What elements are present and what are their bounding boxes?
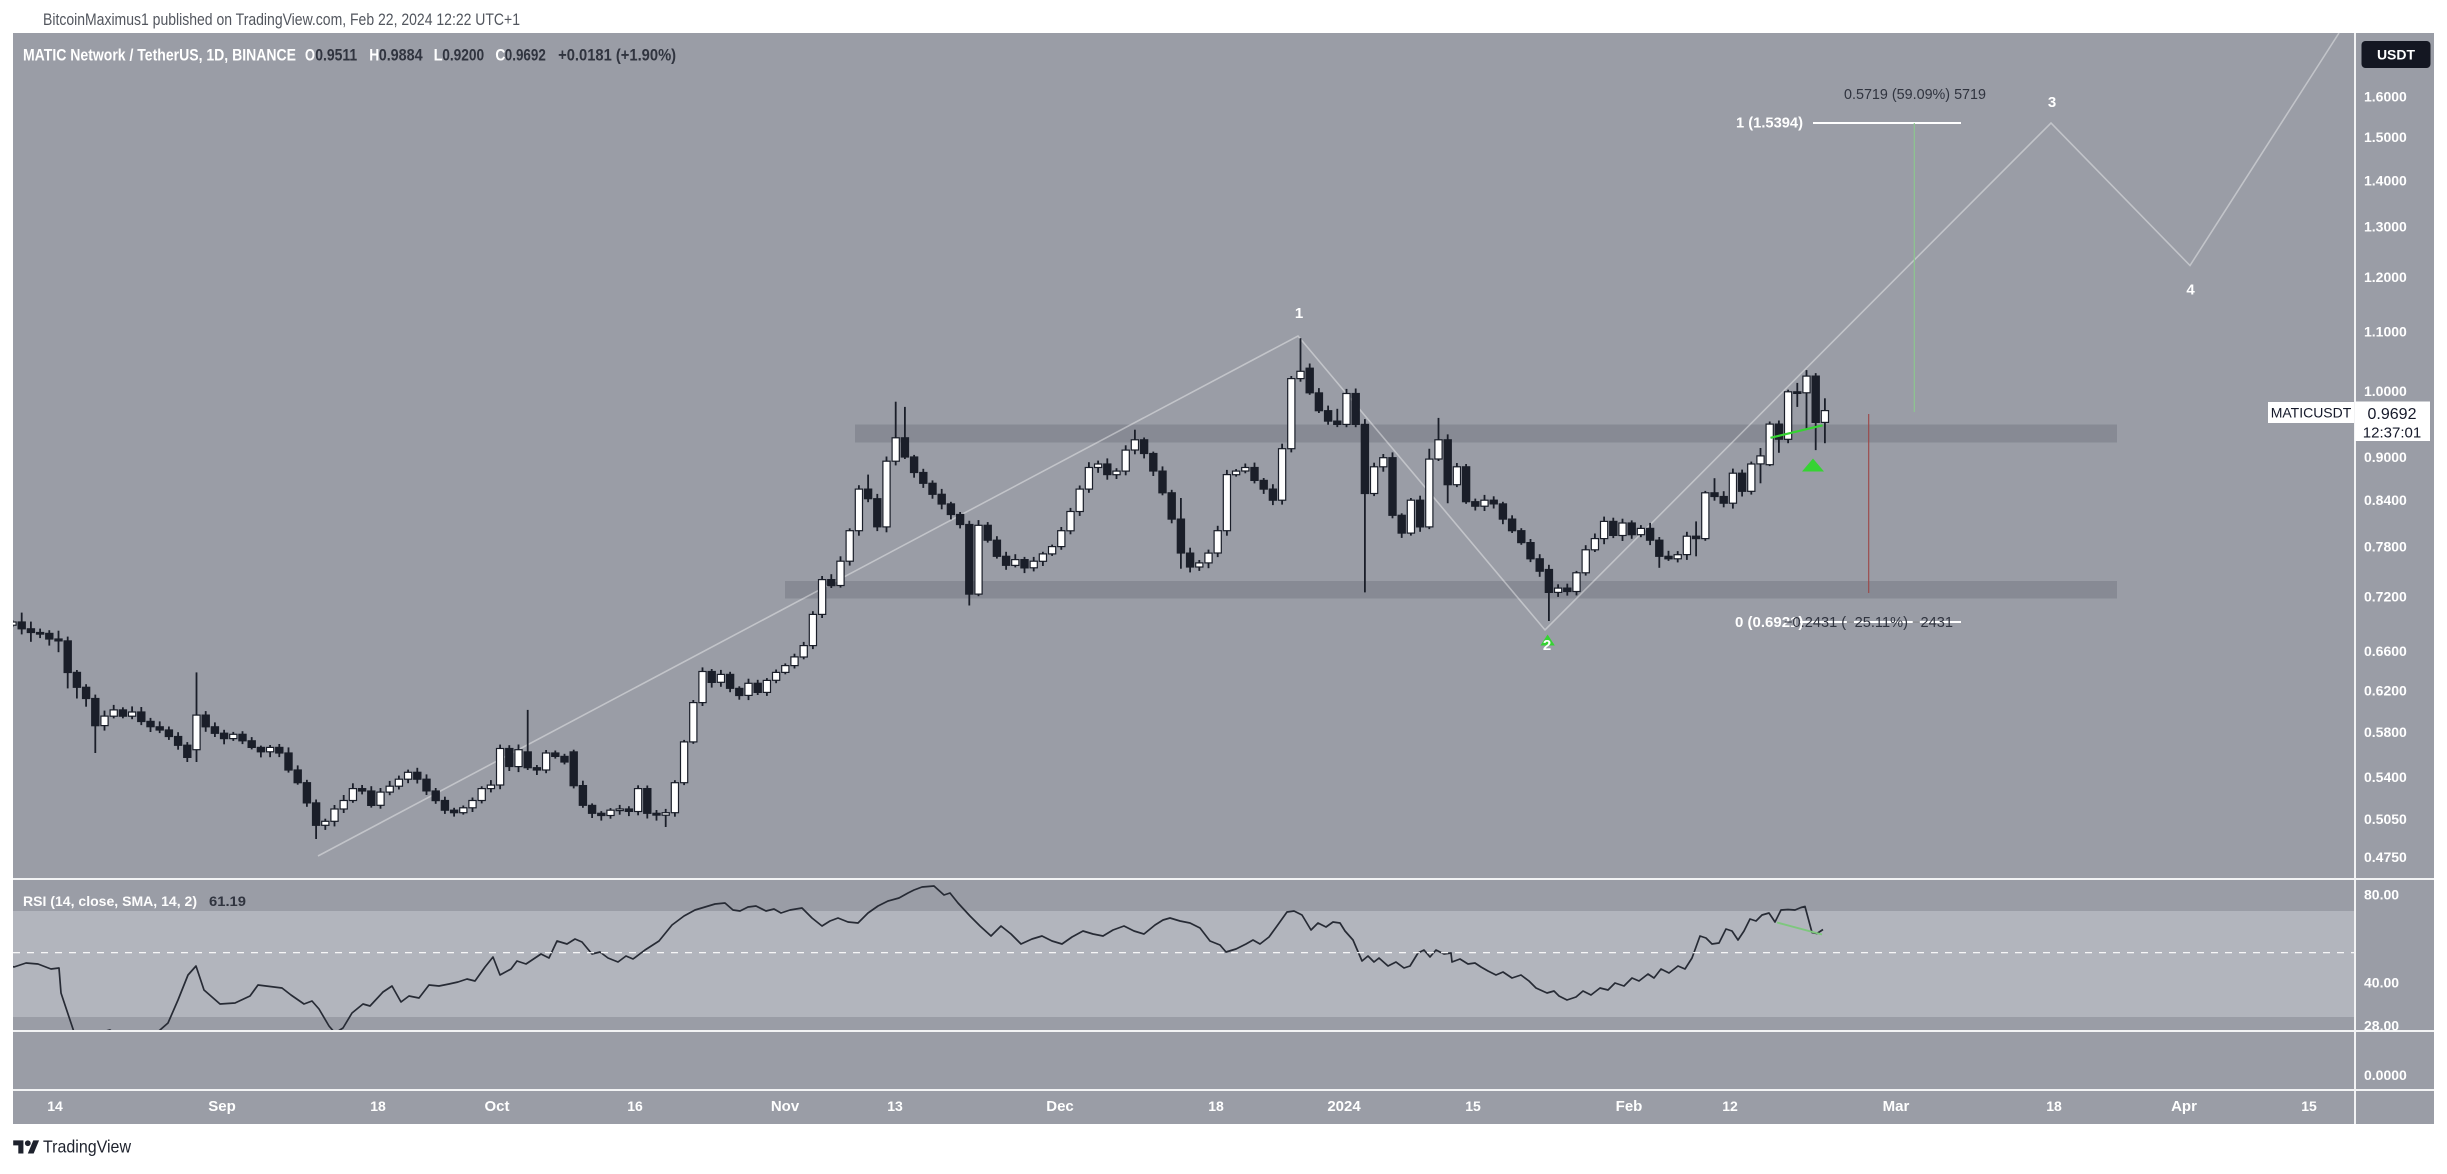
svg-text:2024: 2024: [1327, 1098, 1361, 1115]
svg-text:0.7200: 0.7200: [2364, 589, 2407, 605]
svg-text:28.00: 28.00: [2364, 1018, 2399, 1034]
svg-text:0.5800: 0.5800: [2364, 724, 2407, 740]
svg-text:0 (0.6921): 0 (0.6921): [1735, 614, 1803, 631]
svg-text:Apr: Apr: [2171, 1098, 2197, 1115]
svg-text:0.9511: 0.9511: [315, 46, 357, 65]
svg-text:0.9000: 0.9000: [2364, 449, 2407, 465]
svg-text:3: 3: [2048, 94, 2056, 111]
svg-text:16: 16: [627, 1098, 643, 1114]
svg-text:15: 15: [2301, 1098, 2317, 1114]
svg-text:13: 13: [887, 1098, 903, 1114]
svg-text:0.9692: 0.9692: [505, 46, 546, 65]
svg-text:61.19: 61.19: [209, 893, 246, 909]
svg-text:1.2000: 1.2000: [2364, 269, 2407, 285]
svg-text:80.00: 80.00: [2364, 887, 2399, 903]
svg-text:TradingView: TradingView: [43, 1137, 131, 1157]
svg-text:15: 15: [1465, 1098, 1481, 1114]
svg-text:Feb: Feb: [1616, 1098, 1643, 1115]
svg-text:1.3000: 1.3000: [2364, 219, 2407, 235]
svg-text:18: 18: [1208, 1098, 1224, 1114]
svg-text:MATIC Network / TetherUS, 1D,: MATIC Network / TetherUS, 1D, BINANCE: [23, 46, 296, 65]
svg-text:12: 12: [1722, 1098, 1738, 1114]
svg-text:1.1000: 1.1000: [2364, 323, 2407, 339]
svg-text:0.5400: 0.5400: [2364, 769, 2407, 785]
svg-text:H: H: [369, 46, 379, 65]
svg-text:1.5000: 1.5000: [2364, 129, 2407, 145]
svg-text:0.9884: 0.9884: [379, 46, 423, 65]
svg-text:Sep: Sep: [208, 1098, 236, 1115]
svg-text:O: O: [305, 46, 315, 65]
svg-text:L: L: [434, 46, 443, 65]
svg-text:0.9692: 0.9692: [2368, 406, 2417, 423]
svg-text:0.5050: 0.5050: [2364, 811, 2407, 827]
svg-text:0.8400: 0.8400: [2364, 492, 2407, 508]
svg-text:Dec: Dec: [1046, 1098, 1074, 1115]
svg-text:Mar: Mar: [1883, 1098, 1910, 1115]
svg-text:1.4000: 1.4000: [2364, 172, 2407, 188]
svg-text:2: 2: [1543, 637, 1551, 654]
svg-text:0.6600: 0.6600: [2364, 643, 2407, 659]
svg-text:1: 1: [1295, 305, 1303, 322]
svg-text:0.5719 (59.09%) 5719: 0.5719 (59.09%) 5719: [1844, 86, 1986, 103]
svg-text:1 (1.5394): 1 (1.5394): [1736, 115, 1803, 132]
svg-text:RSI (14, close, SMA, 14, 2): RSI (14, close, SMA, 14, 2): [23, 893, 197, 909]
svg-text:40.00: 40.00: [2364, 974, 2399, 990]
svg-text:14: 14: [47, 1098, 63, 1114]
svg-text:0.9200: 0.9200: [442, 46, 484, 65]
svg-text:Oct: Oct: [484, 1098, 509, 1115]
svg-text:−0.2431 (−25.11%) −2431: −0.2431 (−25.11%) −2431: [1784, 614, 1953, 631]
svg-text:0.4750: 0.4750: [2364, 849, 2407, 865]
svg-text:C: C: [495, 46, 505, 65]
svg-text:4: 4: [2186, 282, 2195, 299]
svg-text:+0.0181 (+1.90%): +0.0181 (+1.90%): [558, 46, 676, 65]
svg-text:18: 18: [2046, 1098, 2062, 1114]
svg-text:0.7800: 0.7800: [2364, 539, 2407, 555]
svg-text:1.0000: 1.0000: [2364, 383, 2407, 399]
svg-text:18: 18: [370, 1098, 386, 1114]
svg-text:1.6000: 1.6000: [2364, 89, 2407, 105]
svg-text:0.0000: 0.0000: [2364, 1067, 2407, 1083]
svg-text:12:37:01: 12:37:01: [2363, 425, 2421, 442]
svg-text:MATICUSDT: MATICUSDT: [2271, 405, 2352, 421]
svg-text:BitcoinMaximus1 published on T: BitcoinMaximus1 published on TradingView…: [43, 10, 520, 29]
svg-text:USDT: USDT: [2377, 47, 2416, 63]
svg-text:0.6200: 0.6200: [2364, 682, 2407, 698]
svg-text:Nov: Nov: [771, 1098, 800, 1115]
